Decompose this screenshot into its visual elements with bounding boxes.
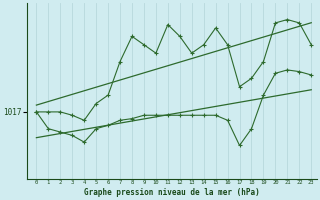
X-axis label: Graphe pression niveau de la mer (hPa): Graphe pression niveau de la mer (hPa) — [84, 188, 260, 197]
